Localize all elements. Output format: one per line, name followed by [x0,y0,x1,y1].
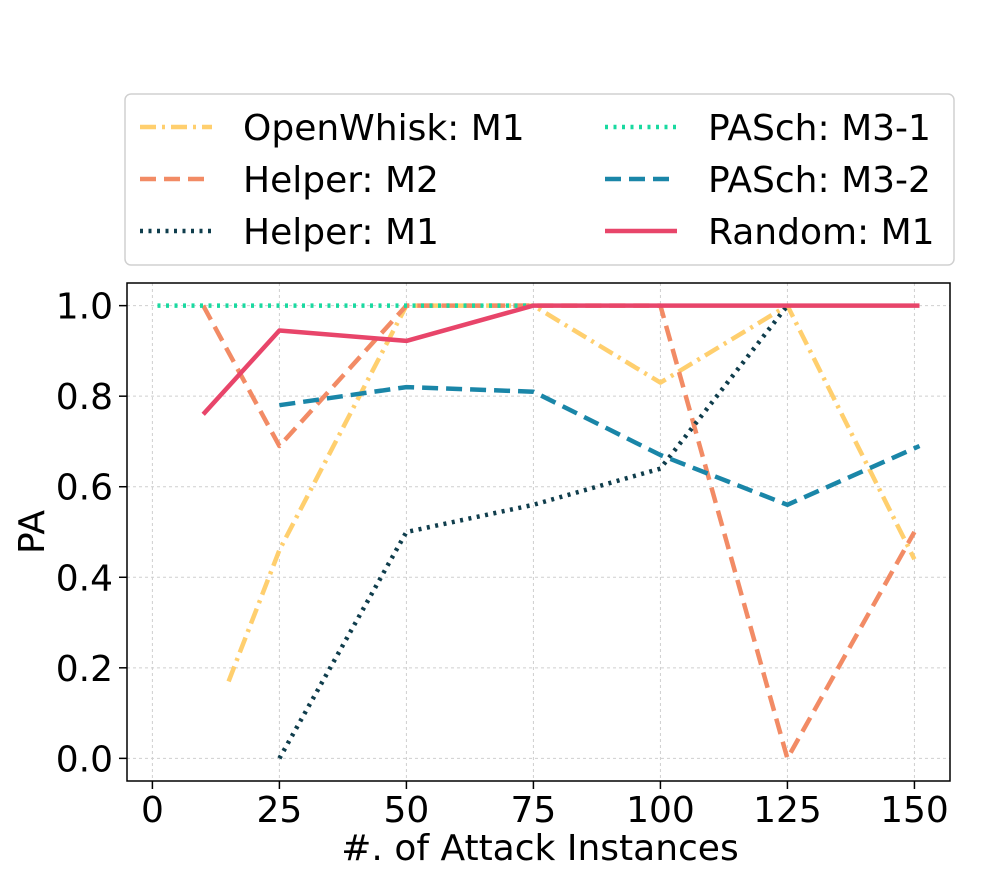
x-tick-label: 0 [141,790,164,831]
y-tick-label: 0.4 [56,558,113,599]
y-tick-label: 0.6 [56,468,113,509]
x-axis-label: #. of Attack Instances [341,828,738,869]
y-axis: 0.0 0.2 0.4 0.6 0.8 1.0 [56,287,127,780]
series-line-5 [279,384,921,508]
plot-frame [126,282,951,782]
x-tick-label: 75 [511,790,557,831]
series-lines [157,303,921,761]
x-tick-label: 150 [880,790,949,831]
legend-label: PASch: M3-1 [708,108,931,149]
series-line-2 [201,303,917,761]
x-tick-label: 50 [384,790,430,831]
legend-label: Helper: M2 [243,160,439,201]
legend: OpenWhisk: M1 Helper: M2 Helper: M1 PASch: … [124,93,955,266]
y-tick-label: 0.0 [56,739,113,780]
series-line-6 [201,303,920,416]
legend-label: Helper: M1 [243,212,439,253]
y-tick-label: 1.0 [56,287,113,328]
legend-label: OpenWhisk: M1 [243,108,525,149]
y-axis-label: PA [12,510,53,554]
x-tick-label: 25 [257,790,303,831]
x-tick-label: 100 [626,790,695,831]
y-tick-label: 0.8 [56,377,113,418]
legend-frame [124,93,955,266]
grid [127,283,950,781]
legend-label: Random: M1 [708,212,935,253]
x-axis: 0 25 50 75 100 125 150 [141,781,949,831]
legend-label: PASch: M3-2 [708,160,931,201]
x-tick-label: 125 [753,790,822,831]
y-tick-label: 0.2 [56,649,113,690]
